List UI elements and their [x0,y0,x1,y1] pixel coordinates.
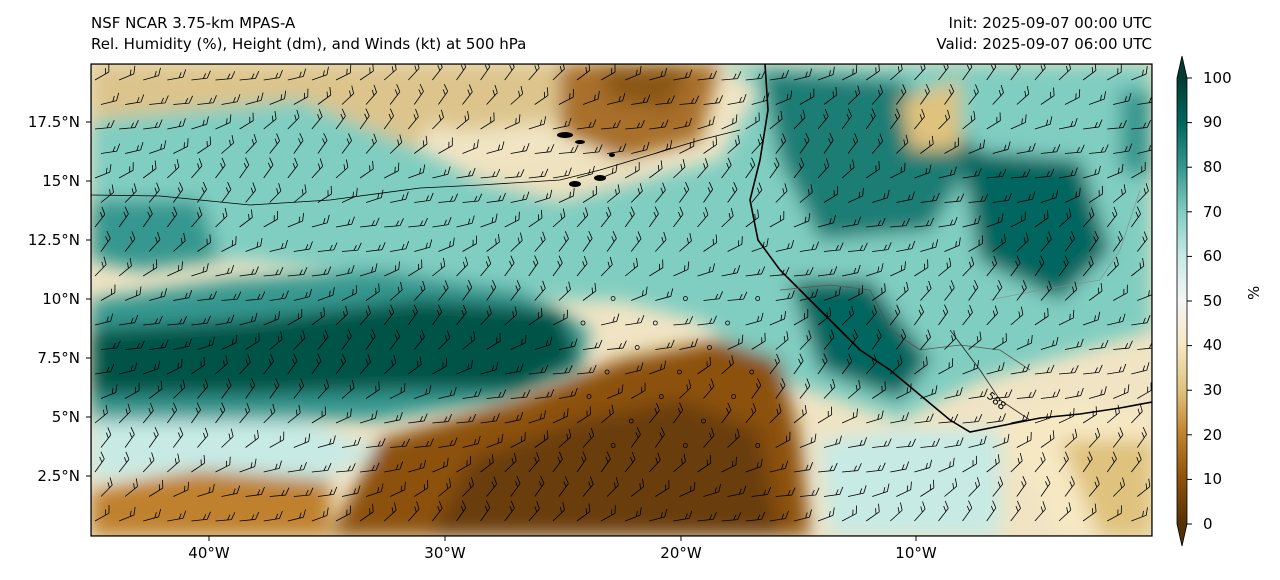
cb-tick-70: 70 [1203,203,1223,221]
lon-tick-10w: 10°W [895,544,937,562]
lat-tick-15: 15°N [42,172,80,190]
cb-tick-60: 60 [1203,247,1223,265]
colorbar-label: % [1245,285,1263,300]
humidity-field: 588 [91,64,1152,536]
colorbar-gradient [1177,78,1187,524]
height-contour-588 [949,329,1031,421]
lat-tick-17-5: 17.5°N [27,113,80,131]
colorbar [1176,55,1192,547]
cb-tick-80: 80 [1203,158,1223,176]
colorbar-extend-max [1177,56,1187,78]
lat-tick-2-5: 2.5°N [37,467,80,485]
lon-tick-40w: 40°W [188,544,230,562]
model-name: NSF NCAR 3.75-km MPAS-A [91,14,296,32]
cb-tick-40: 40 [1203,336,1223,354]
cb-tick-0: 0 [1203,515,1213,533]
lat-tick-10: 10°N [42,290,80,308]
cb-tick-20: 20 [1203,426,1223,444]
cb-tick-100: 100 [1203,69,1232,87]
lon-tick-20w: 20°W [660,544,702,562]
islands [557,132,615,187]
lat-tick-12-5: 12.5°N [27,231,80,249]
lat-tick-7-5: 7.5°N [37,349,80,367]
valid-time: Valid: 2025-09-07 06:00 UTC [936,35,1152,53]
map-title-left: NSF NCAR 3.75-km MPAS-A Rel. Humidity (%… [91,13,526,55]
map-title-right: Init: 2025-09-07 00:00 UTC Valid: 2025-0… [936,13,1152,55]
axis-ticks [86,121,917,541]
field-description: Rel. Humidity (%), Height (dm), and Wind… [91,35,527,53]
cb-tick-90: 90 [1203,113,1223,131]
dry-region-north-central [560,64,720,160]
colorbar-extend-min [1177,524,1187,546]
cb-tick-30: 30 [1203,381,1223,399]
lon-tick-30w: 30°W [424,544,466,562]
lat-tick-5: 5°N [51,408,80,426]
dry-region-southwest [91,470,330,536]
init-time: Init: 2025-09-07 00:00 UTC [948,14,1152,32]
cb-tick-50: 50 [1203,292,1223,310]
cb-tick-10: 10 [1203,470,1223,488]
